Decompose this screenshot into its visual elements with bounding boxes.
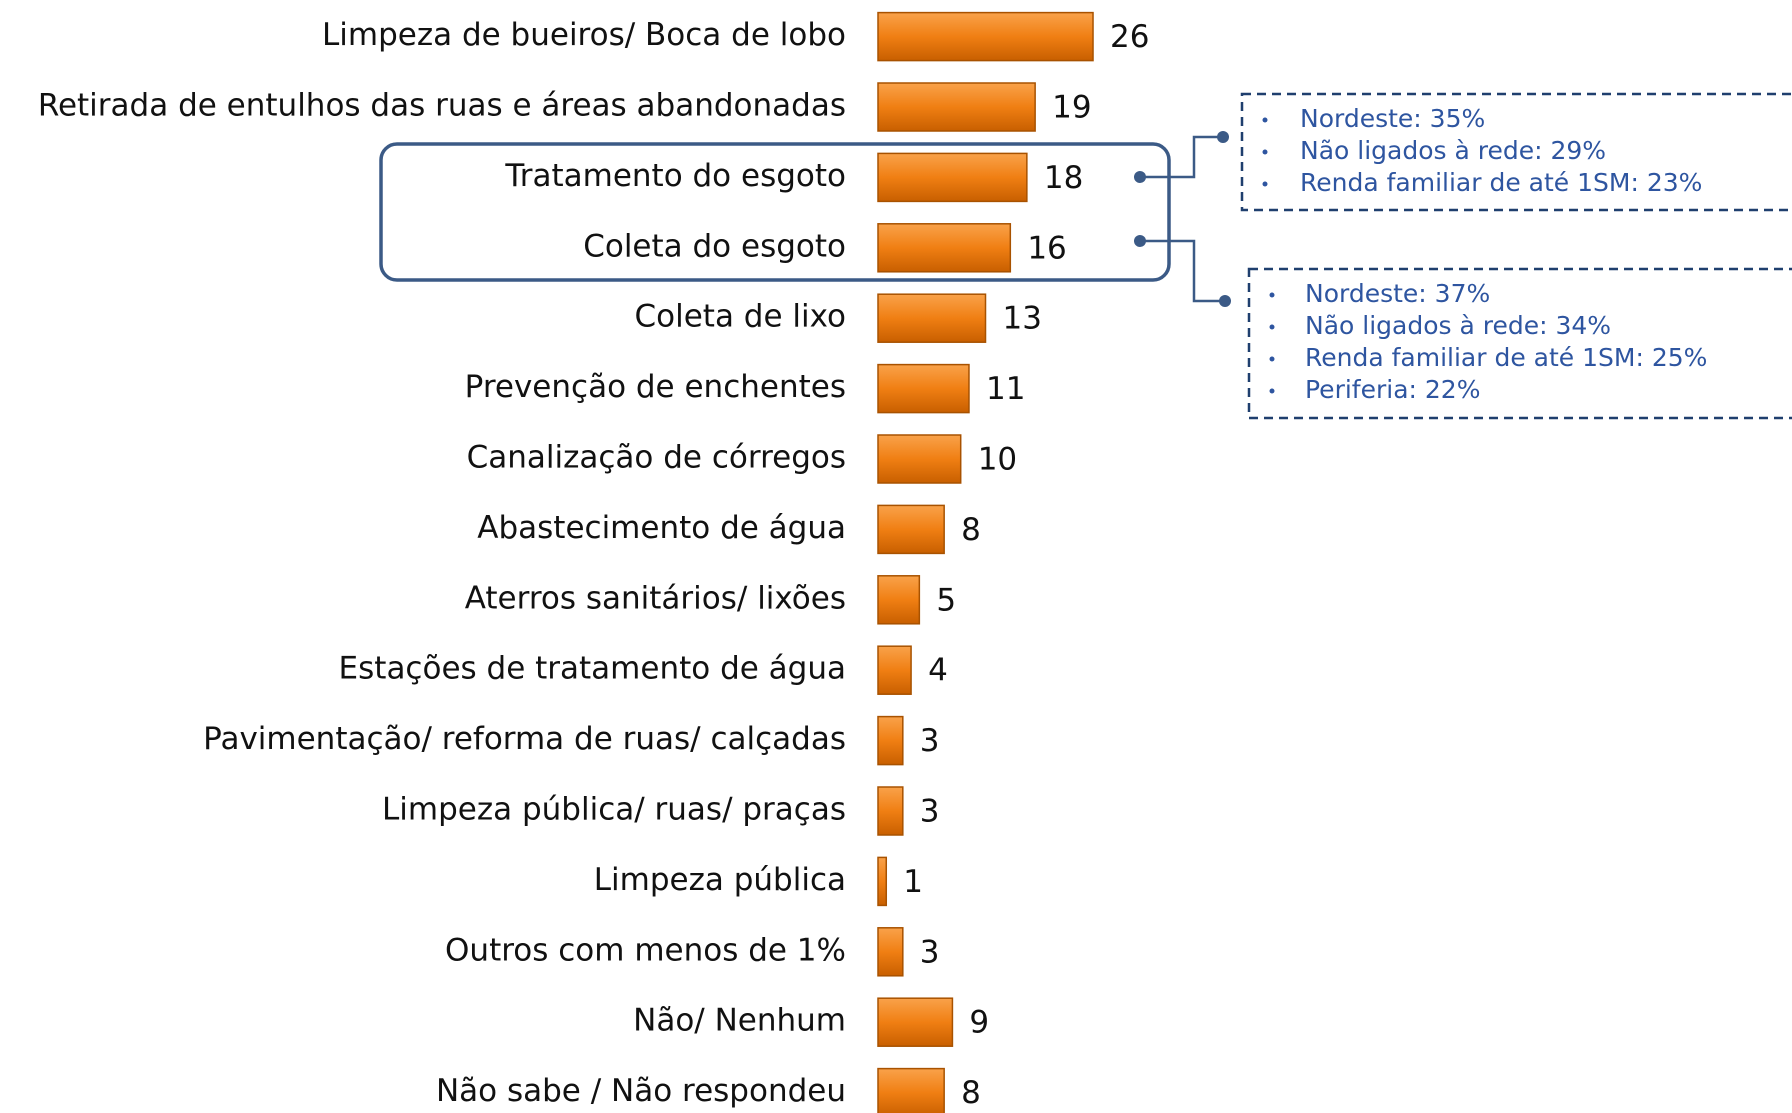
annotation-item: Renda familiar de até 1SM: 25%: [1305, 343, 1707, 372]
bar: [877, 927, 904, 977]
value-label: 3: [920, 794, 940, 830]
bar: [877, 786, 904, 836]
value-label: 11: [986, 371, 1025, 407]
bar: [877, 1067, 945, 1113]
bullet: [1269, 292, 1275, 298]
bar: [877, 504, 945, 555]
category-label: Coleta do esgoto: [583, 228, 846, 264]
value-label: 18: [1044, 160, 1083, 196]
annotation-item: Não ligados à rede: 34%: [1305, 311, 1611, 340]
bar: [877, 11, 1094, 62]
connector-dot: [1219, 295, 1231, 307]
category-label: Tratamento do esgoto: [504, 158, 846, 194]
category-label: Estações de tratamento de água: [339, 651, 846, 687]
category-label: Limpeza de bueiros/ Boca de lobo: [322, 17, 846, 53]
category-label: Não sabe / Não respondeu: [436, 1073, 846, 1109]
bar: [877, 82, 1036, 132]
value-label: 10: [978, 442, 1017, 478]
category-label: Não/ Nenhum: [633, 1003, 846, 1039]
value-label: 3: [920, 934, 940, 970]
bar: [877, 223, 1012, 273]
value-label: 8: [961, 1075, 981, 1111]
bullet: [1269, 356, 1275, 362]
value-label: 1: [903, 864, 923, 900]
value-label: 3: [920, 723, 940, 759]
category-label: Pavimentação/ reforma de ruas/ calçadas: [203, 721, 846, 757]
category-label: Limpeza pública/ ruas/ praças: [382, 792, 846, 828]
callout-box: [1240, 92, 1792, 212]
highlight-box: [379, 142, 1171, 282]
value-label: 13: [1003, 301, 1042, 337]
bar: [877, 152, 1028, 203]
value-label: 16: [1027, 230, 1066, 266]
annotation-item: Periferia: 22%: [1305, 375, 1480, 404]
value-label: 26: [1110, 19, 1149, 55]
bar: [877, 293, 987, 343]
category-label: Coleta de lixo: [635, 299, 847, 335]
bar: [877, 856, 888, 907]
category-label: Limpeza pública: [594, 862, 846, 898]
category-label: Abastecimento de água: [477, 510, 846, 546]
bar: [877, 997, 954, 1047]
category-label: Outros com menos de 1%: [445, 932, 846, 968]
category-label: Prevenção de enchentes: [465, 369, 846, 405]
connector: [1140, 135, 1223, 179]
connector-dot: [1134, 171, 1146, 183]
connector: [1140, 239, 1225, 303]
bar: [877, 715, 904, 766]
category-label: Canalização de córregos: [467, 440, 846, 476]
callout-box: [1247, 267, 1792, 420]
value-label: 4: [928, 653, 948, 689]
bullet: [1269, 324, 1275, 330]
bar: [877, 434, 962, 484]
connector-dot: [1134, 235, 1146, 247]
value-label: 8: [961, 512, 981, 548]
value-label: 19: [1052, 90, 1091, 126]
annotation-item: Não ligados à rede: 29%: [1300, 136, 1606, 165]
bullet: [1262, 117, 1268, 123]
category-label: Aterros sanitários/ lixões: [465, 580, 846, 616]
bullet: [1262, 149, 1268, 155]
bar: [877, 363, 970, 414]
bar: [877, 645, 912, 695]
annotation-item: Renda familiar de até 1SM: 23%: [1300, 168, 1702, 197]
annotation-item: Nordeste: 35%: [1300, 104, 1485, 133]
value-label: 9: [969, 1005, 989, 1041]
annotation-item: Nordeste: 37%: [1305, 279, 1490, 308]
bar: [877, 575, 921, 625]
bullet: [1262, 181, 1268, 187]
connector-dot: [1217, 131, 1229, 143]
category-label: Retirada de entulhos das ruas e áreas ab…: [38, 88, 846, 124]
bullet: [1269, 388, 1275, 394]
value-label: 5: [936, 582, 956, 618]
